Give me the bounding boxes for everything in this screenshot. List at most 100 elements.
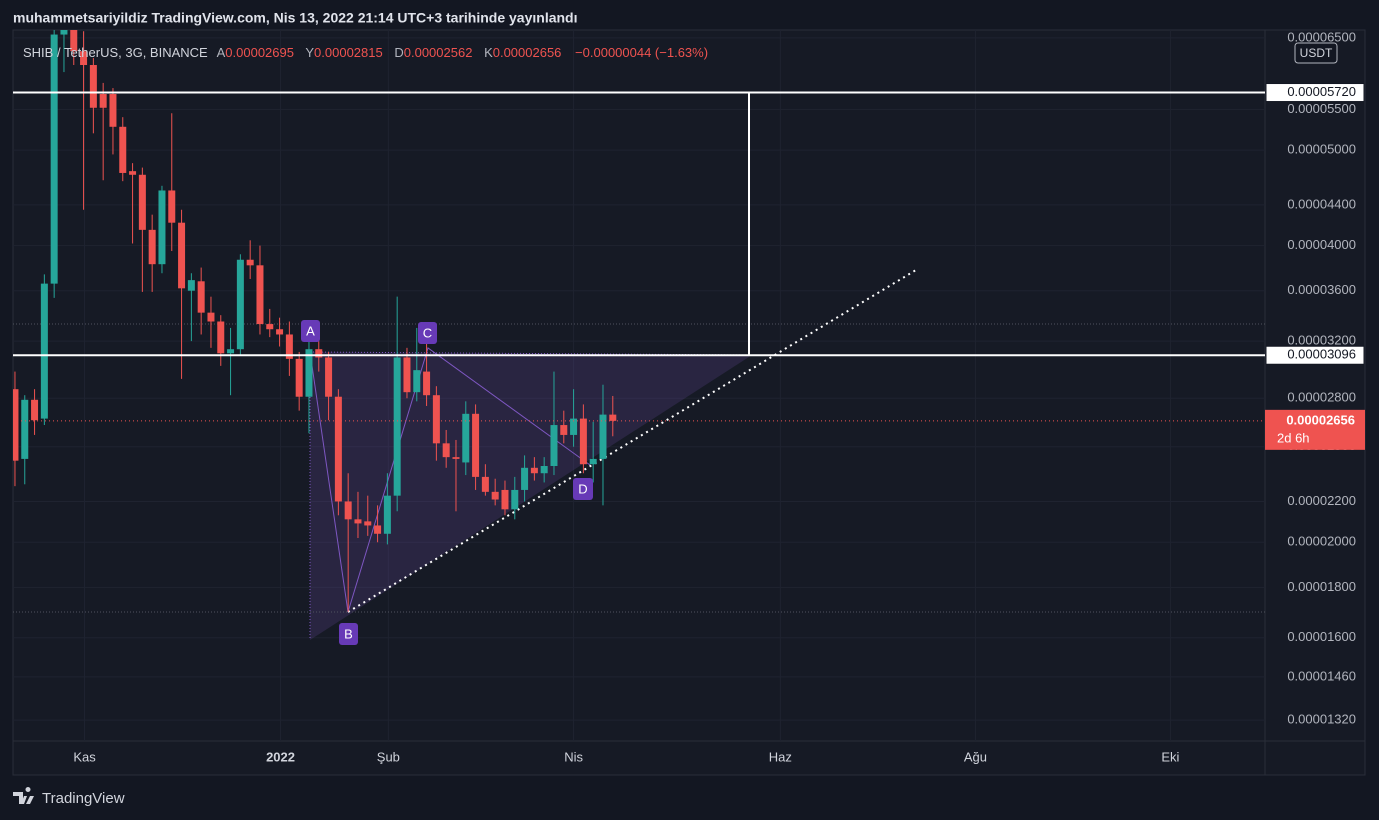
x-tick-label: Eki bbox=[1161, 749, 1179, 764]
y-tick-label: 0.00004000 bbox=[1287, 237, 1356, 252]
candle-body bbox=[344, 501, 352, 520]
candle-body bbox=[266, 324, 274, 330]
pattern-badge bbox=[418, 322, 437, 344]
candle-body bbox=[138, 174, 146, 230]
candle-body bbox=[60, 30, 68, 35]
last-price-label: 0.00002656 bbox=[1286, 412, 1355, 427]
candle-body bbox=[236, 259, 244, 350]
candle-body bbox=[491, 491, 499, 500]
candle-body bbox=[178, 222, 186, 289]
candle-body bbox=[276, 329, 284, 335]
candle-body bbox=[432, 395, 440, 444]
x-tick-label: Kas bbox=[73, 749, 96, 764]
legend-value: 0.00002656 bbox=[493, 45, 562, 60]
brand: TradingView bbox=[13, 787, 125, 807]
candle-body bbox=[501, 489, 509, 510]
legend-change: −0.00000044 (−1.63%) bbox=[575, 45, 708, 60]
candle-body bbox=[207, 312, 215, 322]
candle-body bbox=[550, 425, 558, 467]
x-tick-label: 2022 bbox=[266, 749, 295, 764]
pattern-badge bbox=[301, 320, 320, 342]
y-tick-label: 0.00005000 bbox=[1287, 142, 1356, 157]
candle-body bbox=[256, 265, 264, 325]
currency: USDT bbox=[1300, 46, 1333, 60]
candle-body bbox=[31, 399, 39, 421]
y-tick-label: 0.00001460 bbox=[1287, 668, 1356, 683]
candle-body bbox=[227, 349, 235, 354]
candle-body bbox=[442, 443, 450, 458]
candle-body bbox=[129, 171, 137, 175]
trend-line bbox=[347, 269, 917, 613]
candle-body bbox=[325, 357, 333, 397]
candle-body bbox=[364, 521, 372, 526]
candle-body bbox=[540, 466, 548, 474]
chart-pane bbox=[12, 29, 1366, 776]
candle-body bbox=[334, 396, 342, 502]
candle-body bbox=[374, 525, 382, 534]
y-tick-label: 0.00002800 bbox=[1287, 390, 1356, 405]
y-tick-label: 0.00003200 bbox=[1287, 333, 1356, 348]
candle-body bbox=[530, 467, 538, 474]
candle-body bbox=[589, 458, 597, 465]
x-tick-label: Şub bbox=[377, 749, 400, 764]
legend-key: A bbox=[217, 45, 226, 60]
countdown-label: 2d 6h bbox=[1277, 430, 1310, 445]
candle-body bbox=[187, 280, 195, 291]
legend-key: D bbox=[394, 45, 403, 60]
legend-value: 0.00002815 bbox=[314, 45, 383, 60]
candle-body bbox=[89, 65, 97, 108]
pattern-label: D bbox=[578, 481, 587, 496]
candle-body bbox=[423, 371, 431, 396]
candle-body bbox=[305, 349, 313, 397]
x-tick-label: Ağu bbox=[964, 749, 987, 764]
legend-key: Y bbox=[305, 45, 314, 60]
y-tick-label: 0.00002000 bbox=[1287, 534, 1356, 549]
pattern-drawing bbox=[13, 92, 1265, 640]
candle-body bbox=[40, 283, 48, 419]
candle-body bbox=[148, 229, 156, 265]
y-tick-label: 0.00005500 bbox=[1287, 101, 1356, 116]
y-tick-label: 0.00001600 bbox=[1287, 629, 1356, 644]
candle-body bbox=[158, 190, 166, 265]
legend-value: 0.00002695 bbox=[225, 45, 294, 60]
candle-body bbox=[295, 358, 303, 397]
candle-body bbox=[99, 94, 107, 108]
legend: SHIB / TetherUS, 3G, BINANCE A0.00002695… bbox=[23, 45, 708, 60]
candle-body bbox=[119, 126, 127, 173]
candle-body bbox=[521, 467, 529, 490]
legend-key: K bbox=[484, 45, 493, 60]
pattern-path bbox=[309, 347, 591, 613]
candle-body bbox=[383, 495, 391, 534]
candle-body bbox=[217, 321, 225, 354]
y-tick-label: 0.00002200 bbox=[1287, 493, 1356, 508]
candle-body bbox=[452, 457, 460, 459]
level-label-box bbox=[1265, 83, 1365, 103]
publish-title: muhammetsariyildiz TradingView.com, Nis … bbox=[13, 10, 578, 26]
candle-body bbox=[50, 34, 58, 284]
level-label: 0.00003096 bbox=[1287, 347, 1356, 362]
x-tick-label: Haz bbox=[769, 749, 792, 764]
candle-body bbox=[13, 389, 19, 461]
pattern-label: B bbox=[344, 626, 353, 641]
candle-body bbox=[570, 418, 578, 435]
candle-body bbox=[21, 399, 29, 459]
x-tick-label: Nis bbox=[564, 749, 583, 764]
axes: 0.00006500 0.00005500 0.00005000 0.00004400… bbox=[73, 29, 1365, 764]
candle-body bbox=[403, 357, 411, 393]
pattern-label: A bbox=[306, 323, 315, 338]
brand-logo bbox=[13, 787, 34, 804]
levels bbox=[13, 91, 1265, 422]
candle-body bbox=[599, 414, 607, 459]
candle-body bbox=[70, 30, 78, 52]
pattern-badge bbox=[573, 478, 593, 500]
candle-body bbox=[413, 370, 421, 393]
candle-body bbox=[109, 94, 117, 127]
candle-body bbox=[560, 425, 568, 435]
candle-body bbox=[472, 413, 480, 477]
candle-body bbox=[609, 414, 617, 421]
y-tick-label: 0.00004400 bbox=[1287, 196, 1356, 211]
candle-body bbox=[481, 476, 489, 492]
level-label-box bbox=[1265, 345, 1365, 365]
